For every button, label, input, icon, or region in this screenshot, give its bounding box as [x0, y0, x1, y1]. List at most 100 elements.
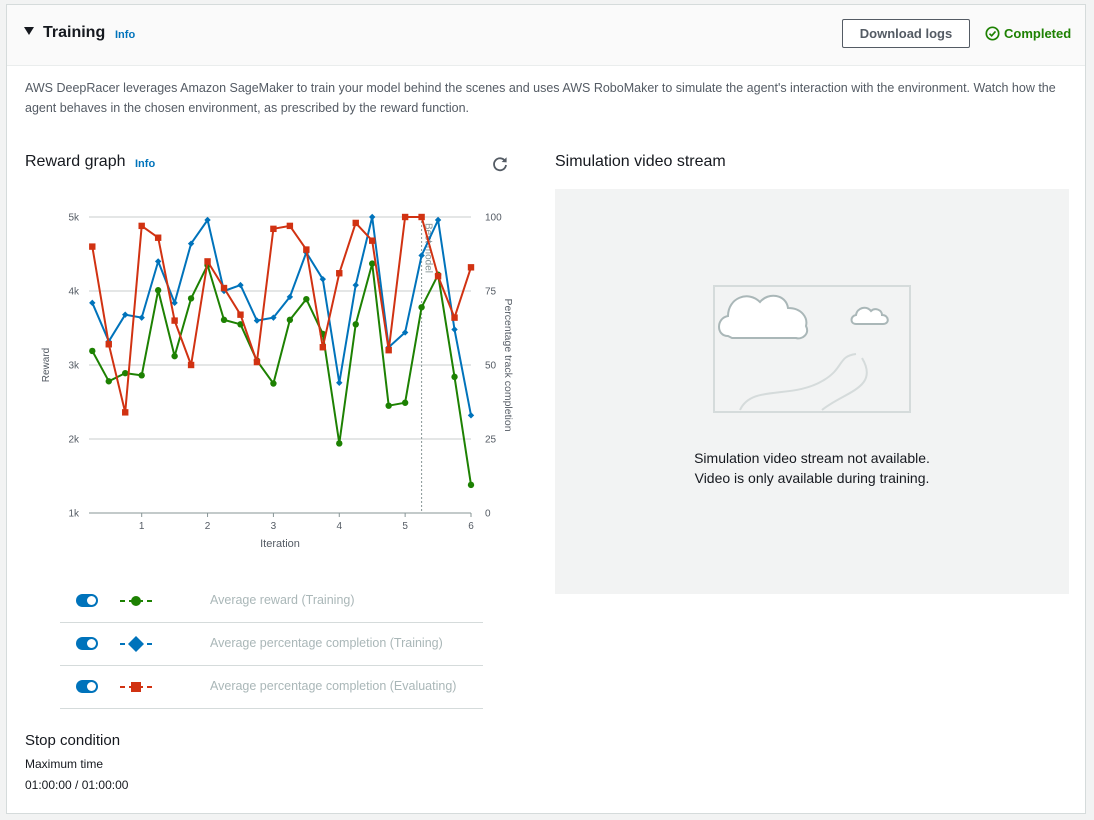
- data-point: [286, 293, 294, 301]
- data-point: [270, 314, 277, 321]
- status-badge: Completed: [985, 26, 1071, 41]
- check-circle-icon: [985, 26, 1000, 41]
- video-placeholder-icon: [713, 285, 911, 413]
- data-point: [122, 369, 129, 377]
- legend-diamond-marker-icon: [120, 636, 152, 652]
- reward-graph-title: Reward graph: [25, 153, 126, 170]
- data-point: [89, 347, 96, 355]
- data-point: [89, 243, 96, 250]
- data-point: [270, 225, 277, 233]
- y2-tick-label: 0: [485, 509, 491, 520]
- data-point: [154, 258, 162, 265]
- reward-chart: 1k 2k 3k 4k 5k 0 25 50 75 100 1 2 3 4 5 6 Iteration Rewar…: [41, 213, 514, 551]
- data-point: [434, 216, 442, 224]
- data-point: [418, 252, 425, 259]
- data-point: [105, 378, 112, 385]
- data-point: [89, 299, 96, 307]
- collapse-caret-icon[interactable]: [24, 27, 34, 35]
- legend-label: Average percentage completion (Evaluatin…: [210, 679, 457, 693]
- training-info-link[interactable]: Info: [115, 29, 136, 41]
- data-point: [237, 281, 244, 289]
- data-point: [253, 358, 261, 366]
- legend-square-marker-icon: [120, 682, 152, 692]
- stop-condition-value: 01:00:00 / 01:00:00: [25, 778, 129, 792]
- data-point: [401, 329, 409, 336]
- data-point: [336, 379, 343, 386]
- series-line: [91, 216, 472, 414]
- download-logs-button[interactable]: Download logs: [842, 19, 970, 48]
- x-tick-label: 1: [139, 521, 145, 532]
- data-point: [401, 213, 409, 221]
- y-axis-label: Reward: [41, 348, 52, 382]
- refresh-icon[interactable]: [491, 155, 509, 173]
- legend-row-average-reward: Average reward (Training): [60, 580, 483, 623]
- toggle-completion-training[interactable]: [76, 637, 98, 650]
- data-point: [204, 216, 211, 224]
- y-tick-label: 5k: [68, 213, 80, 224]
- data-point: [434, 273, 442, 280]
- y2-tick-label: 100: [485, 213, 502, 224]
- data-point: [467, 264, 475, 271]
- training-description: AWS DeepRacer leverages Amazon SageMaker…: [25, 81, 1056, 115]
- data-point: [451, 314, 458, 321]
- reward-graph-info-link[interactable]: Info: [135, 158, 156, 170]
- data-point: [352, 321, 359, 328]
- y2-tick-label: 75: [485, 287, 497, 298]
- status-text: Completed: [1004, 26, 1072, 41]
- data-point: [171, 352, 178, 360]
- data-point: [204, 258, 211, 265]
- data-point: [352, 281, 359, 289]
- stop-condition-title: Stop condition: [25, 732, 121, 749]
- series-line: [91, 216, 472, 416]
- video-message: Simulation video stream not available. V…: [555, 448, 1069, 488]
- data-point: [122, 409, 129, 416]
- data-point: [187, 361, 195, 369]
- y-tick-label: 1k: [68, 509, 80, 520]
- video-message-line2: Video is only available during training.: [694, 470, 930, 486]
- data-point: [385, 347, 392, 354]
- video-placeholder: Simulation video stream not available. V…: [555, 189, 1069, 594]
- toggle-completion-evaluating[interactable]: [76, 680, 98, 693]
- data-point: [220, 316, 228, 324]
- data-point: [187, 295, 195, 302]
- data-point: [369, 213, 376, 221]
- data-point: [253, 317, 261, 324]
- data-point: [319, 344, 327, 351]
- video-message-line1: Simulation video stream not available.: [694, 450, 930, 466]
- data-point: [237, 311, 244, 318]
- data-point: [336, 270, 343, 277]
- data-point: [171, 299, 178, 307]
- y2-tick-label: 25: [485, 435, 497, 446]
- data-point: [286, 316, 294, 324]
- x-axis-label: Iteration: [260, 538, 300, 550]
- y2-tick-label: 50: [485, 361, 497, 372]
- data-point: [303, 295, 310, 303]
- data-point: [319, 275, 327, 283]
- data-point: [138, 314, 145, 321]
- data-point: [171, 317, 178, 324]
- legend-label: Average reward (Training): [210, 593, 355, 607]
- training-title[interactable]: Training: [43, 24, 106, 41]
- x-tick-label: 4: [336, 521, 342, 532]
- data-point: [369, 260, 376, 267]
- data-point: [237, 321, 244, 328]
- data-point: [352, 219, 359, 227]
- data-point: [336, 440, 343, 447]
- y2-axis-label: Percentage track completion: [502, 298, 514, 431]
- data-point: [369, 237, 376, 244]
- data-point: [451, 326, 458, 333]
- legend-row-completion-training: Average percentage completion (Training): [60, 623, 483, 666]
- data-point: [303, 246, 310, 253]
- data-point: [154, 234, 162, 241]
- x-tick-label: 5: [402, 521, 408, 532]
- chart-legend: Average reward (Training) Average percen…: [60, 580, 483, 709]
- toggle-average-reward[interactable]: [76, 594, 98, 607]
- y-tick-label: 4k: [68, 287, 80, 298]
- data-point: [187, 240, 195, 247]
- data-point: [220, 284, 228, 292]
- series-line: [91, 262, 472, 486]
- data-point: [401, 399, 409, 406]
- data-point: [105, 341, 112, 348]
- data-point: [418, 304, 425, 311]
- x-tick-label: 3: [271, 521, 277, 532]
